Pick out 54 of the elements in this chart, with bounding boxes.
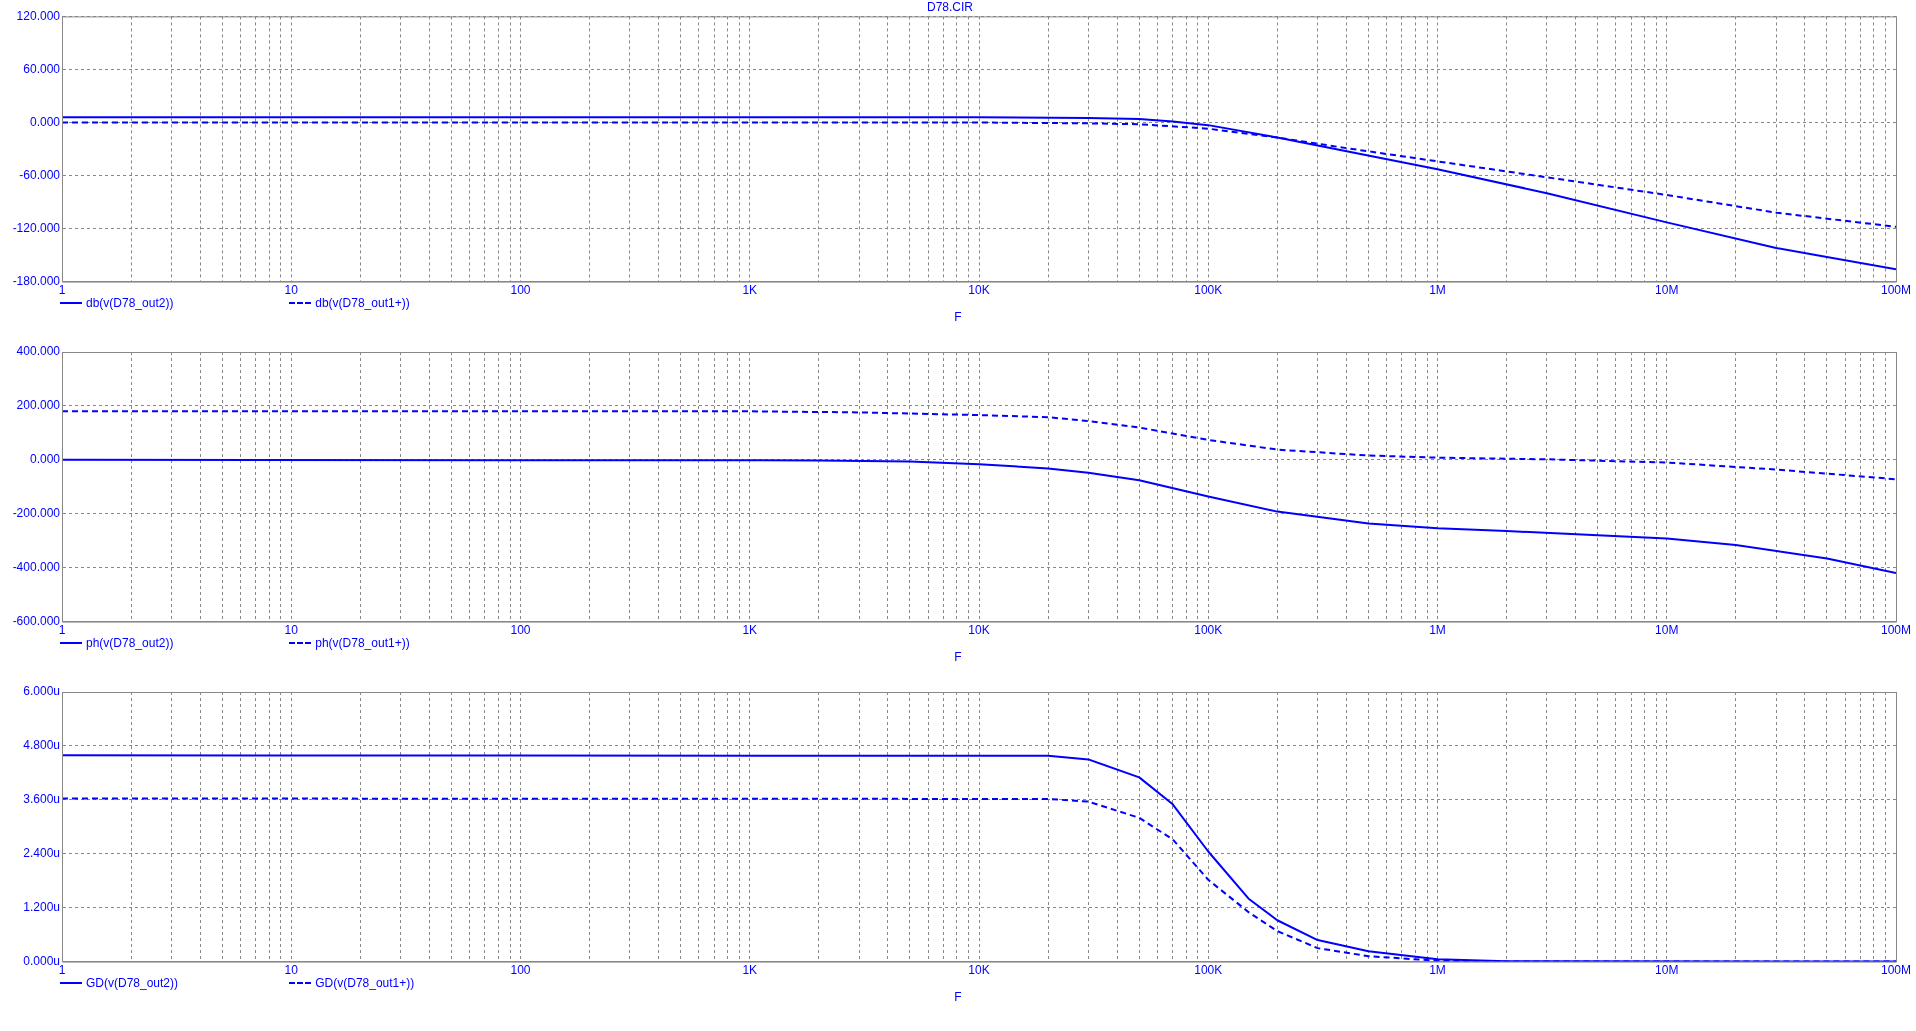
x-tick-label: 100K (1194, 963, 1223, 978)
y-tick-label: 3.600u (23, 792, 60, 807)
legend-label: db(v(D78_out1+)) (315, 295, 410, 310)
y-tick-label: 0.000u (23, 953, 60, 968)
legend-label: GD(v(D78_out1+)) (315, 975, 415, 990)
x-tick-label: 10 (284, 283, 299, 298)
x-axis-title: F (953, 649, 963, 664)
y-tick-label: 60.000 (23, 61, 61, 76)
x-tick-label: 100K (1194, 623, 1223, 638)
x-tick-label: 1K (742, 623, 758, 638)
x-tick-label: 1K (742, 963, 758, 978)
y-tick-label: 4.800u (23, 738, 60, 753)
x-tick-label: 10M (1655, 283, 1679, 298)
x-tick-label: 100 (510, 283, 531, 298)
x-tick-label: 1M (1429, 623, 1446, 638)
x-tick-label: 10 (284, 963, 299, 978)
x-tick-label: 10K (968, 623, 990, 638)
legend-label: ph(v(D78_out2)) (86, 635, 174, 650)
x-tick-label: 10M (1655, 963, 1679, 978)
x-tick-label: 100M (1880, 283, 1912, 298)
legend-label: GD(v(D78_out2)) (86, 975, 179, 990)
y-tick-label: -60.000 (19, 167, 61, 182)
x-tick-label: 100 (510, 963, 531, 978)
x-tick-label: 10K (968, 283, 990, 298)
x-tick-label: 100K (1194, 283, 1223, 298)
x-tick-label: 10 (284, 623, 299, 638)
chart-title: D78.CIR (926, 0, 974, 14)
y-tick-label: 400.000 (16, 344, 61, 359)
y-tick-label: 0.000 (29, 114, 61, 129)
y-tick-label: 0.000 (29, 452, 61, 467)
legend-label: ph(v(D78_out1+)) (315, 635, 410, 650)
x-tick-label: 10M (1655, 623, 1679, 638)
x-tick-label: 1K (742, 283, 758, 298)
x-tick-label: 1M (1429, 963, 1446, 978)
x-tick-label: 100M (1880, 963, 1912, 978)
y-tick-label: 1.200u (23, 899, 60, 914)
x-axis-title: F (953, 309, 963, 324)
y-tick-label: 2.400u (23, 846, 60, 861)
x-tick-label: 1 (58, 283, 66, 298)
x-tick-label: 1 (58, 623, 66, 638)
y-tick-label: -600.000 (12, 613, 61, 628)
y-tick-label: -400.000 (12, 559, 61, 574)
x-tick-label: 100M (1880, 623, 1912, 638)
y-tick-label: 200.000 (16, 398, 61, 413)
x-tick-label: 10K (968, 963, 990, 978)
legend-label: db(v(D78_out2)) (86, 295, 174, 310)
y-tick-label: -120.000 (12, 220, 61, 235)
y-tick-label: 120.000 (16, 8, 61, 23)
x-tick-label: 1M (1429, 283, 1446, 298)
y-tick-label: 6.000u (23, 684, 60, 699)
y-tick-label: -200.000 (12, 506, 61, 521)
x-axis-title: F (953, 989, 963, 1004)
y-tick-label: -180.000 (12, 273, 61, 288)
x-tick-label: 100 (510, 623, 531, 638)
